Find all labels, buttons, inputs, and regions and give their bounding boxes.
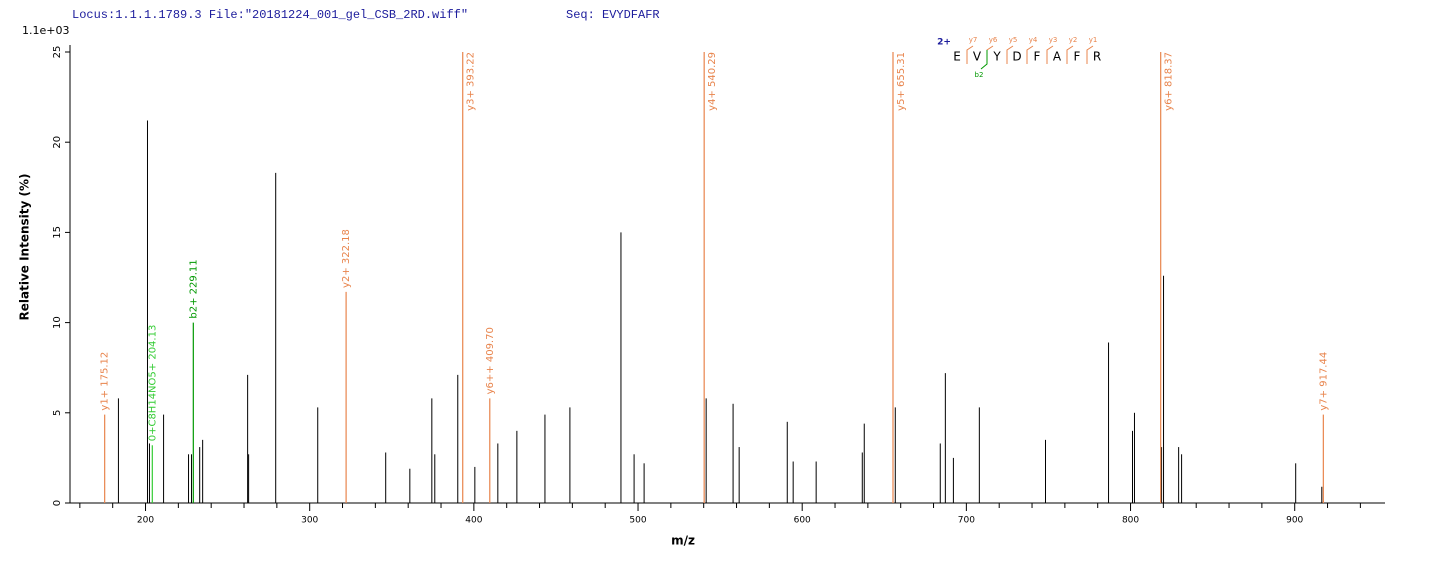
chart-title: Locus:1.1.1.1789.3 File:"20181224_001_ge… [72,8,468,22]
residue: E [953,50,961,64]
b-ion-bracket [980,50,988,70]
y-ion-bracket [1026,45,1034,64]
ion-label: y3+ 393.22 [466,52,477,111]
ion-label: y6+ 818.37 [1164,52,1175,111]
y-ion-bracket [1046,45,1054,64]
b-ion: b2 [975,71,984,79]
y-ion-bracket [966,45,974,64]
residue: F [1074,50,1081,64]
residue: Y [992,50,1001,64]
x-axis-label: m/z [671,534,695,548]
residue: A [1053,50,1062,64]
y-ion: y5 [1009,36,1018,44]
x-tick-label: 900 [1286,516,1303,526]
residue: V [973,50,982,64]
y-ion-bracket [1066,45,1074,64]
ion-label: y1+ 175.12 [100,352,111,411]
ion-label: y4+ 540.29 [707,52,718,111]
chart-subtitle: Seq: EVYDFAFR [566,8,660,22]
x-tick-label: 700 [958,516,975,526]
x-tick-label: 400 [465,516,482,526]
y-ion: y3 [1049,36,1058,44]
residue: R [1093,50,1101,64]
x-tick-label: 200 [137,516,154,526]
y-tick-label: 0 [52,500,63,506]
y-ion: y6 [989,36,998,44]
y-tick-label: 10 [52,316,63,329]
y-tick-label: 20 [52,136,63,149]
ion-label: y6++ 409.70 [485,327,496,394]
ion-label: b2+ 229.11 [188,259,199,318]
x-tick-label: 600 [794,516,811,526]
y-ion: y1 [1089,36,1098,44]
residue: D [1012,50,1021,64]
y-tick-label: 15 [52,226,63,239]
y-ion: y7 [969,36,978,44]
x-tick-label: 500 [629,516,646,526]
y-tick-label: 25 [52,46,63,59]
y-scale-label: 1.1e+03 [22,24,69,37]
y-ion-bracket [1086,45,1094,64]
x-tick-label: 800 [1122,516,1139,526]
residue: F [1034,50,1041,64]
ion-label: y5+ 655.31 [896,52,907,111]
y-axis-label: Relative Intensity (%) [18,174,32,321]
y-ion-bracket [986,45,994,64]
y-ion-bracket [1006,45,1014,64]
ion-label: 0+C8H14NO5+ 204.13 [147,325,158,442]
x-tick-label: 300 [301,516,318,526]
charge: 2+ [937,38,951,48]
ion-label: y2+ 322.18 [341,229,352,288]
y-ion: y2 [1069,36,1078,44]
ion-label: y7+ 917.44 [1318,352,1329,411]
y-tick-label: 5 [52,410,63,416]
y-ion: y4 [1029,36,1038,44]
